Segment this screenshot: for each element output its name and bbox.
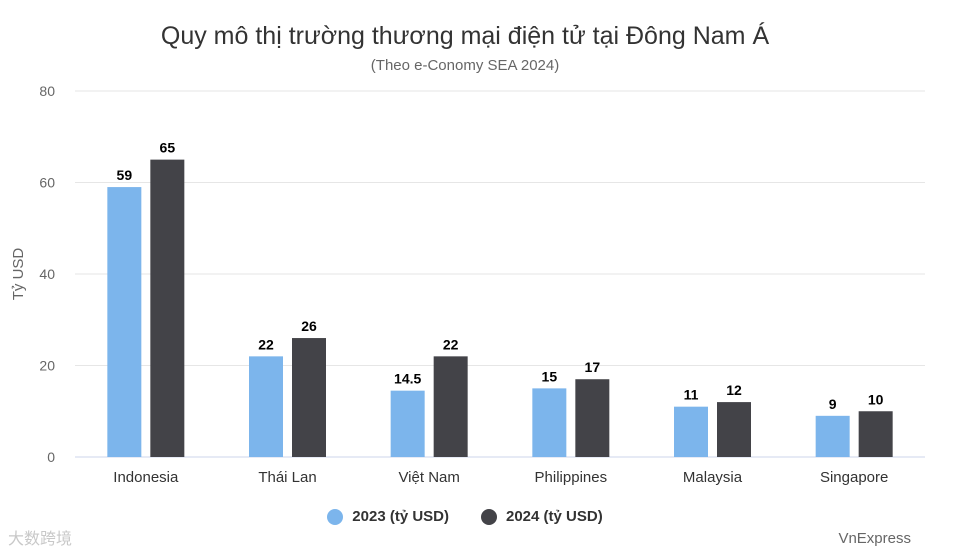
y-tick-label: 0	[47, 449, 55, 465]
data-label: 26	[301, 318, 317, 334]
bar	[390, 390, 425, 457]
bar	[249, 356, 283, 457]
legend-marker	[327, 508, 344, 525]
data-label: 14.5	[394, 371, 421, 387]
bar	[107, 187, 142, 457]
data-label: 15	[542, 368, 558, 384]
data-label: 59	[117, 167, 133, 183]
legend-label: 2023 (tỷ USD)	[352, 508, 449, 525]
data-label: 11	[684, 387, 699, 403]
chart-title: Quy mô thị trường thương mại điện tử tại…	[160, 22, 770, 50]
watermark-logo: 大数跨境	[8, 531, 73, 548]
bar-chart: 0 20 40 60 80 Tỷ USD 59 65 Indonesia 22 26 Thái Lan…	[10, 83, 925, 486]
y-axis-title: Tỷ USD	[10, 248, 27, 301]
chart-subtitle: (Theo e-Conomy SEA 2024)	[370, 57, 560, 74]
x-tick-label: Singapore	[820, 469, 888, 486]
data-label: 22	[443, 336, 459, 352]
chart-legend[interactable]: 2023 (tỷ USD) 2024 (tỷ USD)	[0, 508, 930, 529]
data-label: 12	[726, 382, 742, 398]
bar	[717, 402, 751, 457]
bar	[433, 356, 468, 457]
x-tick-label: Thái Lan	[258, 469, 316, 486]
legend-item[interactable]: 2024 (tỷ USD)	[481, 508, 603, 525]
bar	[858, 411, 893, 457]
data-label: 10	[868, 391, 884, 407]
x-tick-label: Việt Nam	[398, 469, 459, 486]
legend-label: 2024 (tỷ USD)	[506, 508, 603, 525]
legend-marker	[481, 508, 497, 525]
bar	[674, 406, 708, 457]
data-label: 9	[829, 396, 837, 412]
bar	[150, 159, 185, 457]
y-tick-label: 20	[39, 358, 55, 374]
bar	[815, 415, 850, 457]
y-tick-label: 80	[39, 83, 55, 99]
y-tick-label: 40	[39, 266, 55, 282]
x-tick-label: Philippines	[535, 469, 608, 486]
data-label: 17	[585, 359, 601, 375]
x-tick-label: Malaysia	[683, 469, 743, 486]
legend-item[interactable]: 2023 (tỷ USD)	[327, 508, 449, 525]
x-tick-label: Indonesia	[113, 469, 179, 486]
y-tick-label: 60	[39, 175, 55, 191]
bar	[575, 379, 610, 457]
data-label: 65	[160, 140, 176, 156]
data-label: 22	[258, 336, 274, 352]
bar	[532, 388, 567, 457]
source-label: VnExpress	[838, 530, 911, 547]
bar	[292, 338, 326, 457]
